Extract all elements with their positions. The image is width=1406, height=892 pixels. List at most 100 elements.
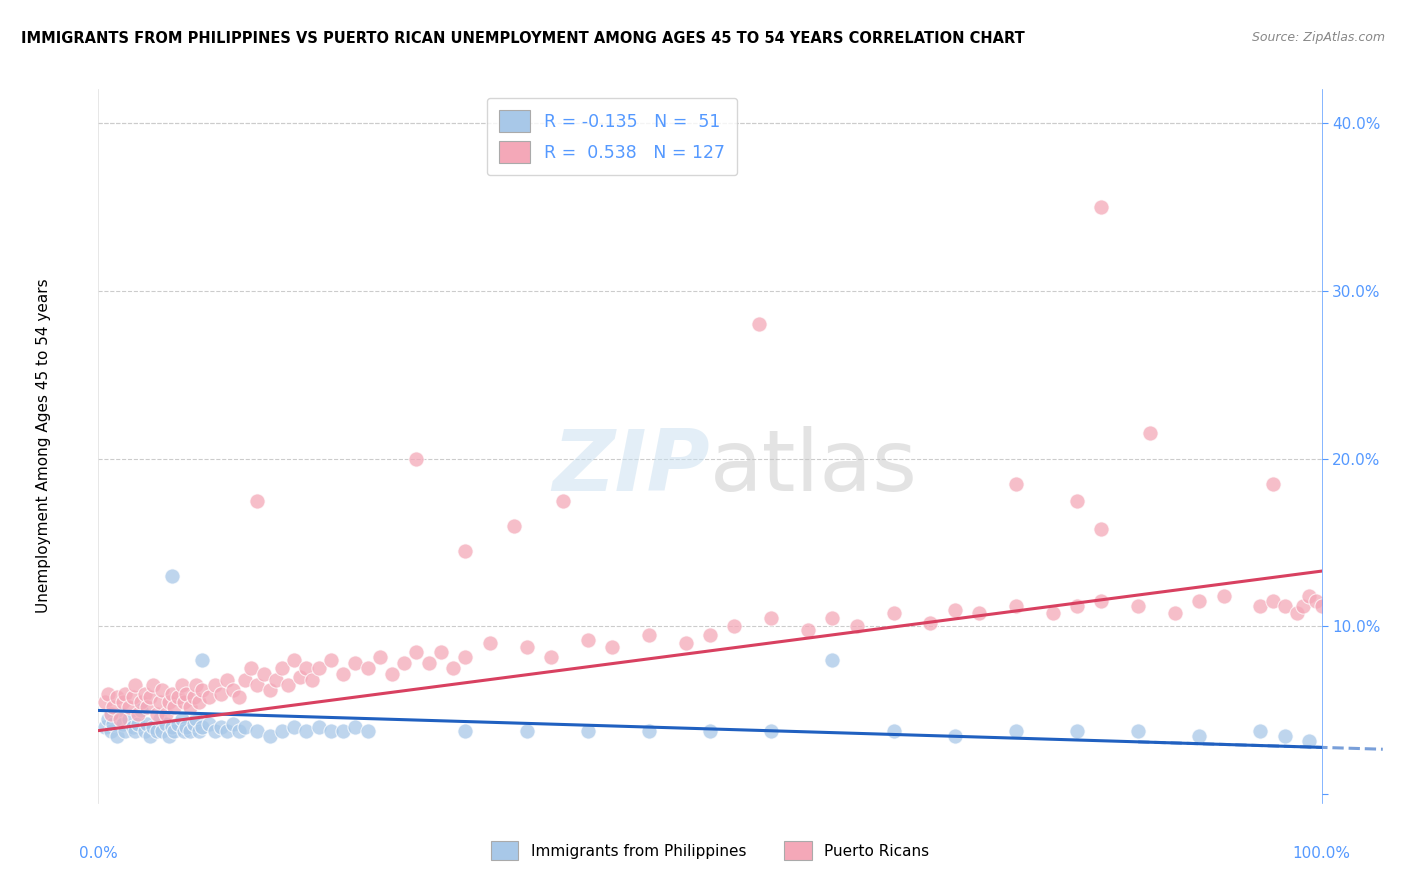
Point <box>233 673 256 688</box>
Point <box>1042 606 1064 620</box>
Point <box>160 569 183 583</box>
Point <box>157 729 180 743</box>
Point <box>100 706 122 721</box>
Point <box>277 678 299 692</box>
Point <box>1066 599 1088 614</box>
Point <box>170 678 193 692</box>
Point <box>111 717 134 731</box>
Point <box>114 687 136 701</box>
Point <box>1004 476 1026 491</box>
Point <box>883 723 905 738</box>
Point <box>204 723 226 738</box>
Point <box>136 717 159 731</box>
Point <box>1139 426 1161 441</box>
Point <box>270 661 294 675</box>
Point <box>134 723 156 738</box>
Text: IMMIGRANTS FROM PHILIPPINES VS PUERTO RICAN UNEMPLOYMENT AMONG AGES 45 TO 54 YEA: IMMIGRANTS FROM PHILIPPINES VS PUERTO RI… <box>21 31 1025 46</box>
Point <box>515 640 537 654</box>
Point <box>1128 723 1150 738</box>
Point <box>121 690 143 704</box>
Point <box>150 723 173 738</box>
Point <box>93 720 115 734</box>
Point <box>179 700 201 714</box>
Point <box>215 673 238 688</box>
Point <box>191 683 214 698</box>
Point <box>228 690 250 704</box>
Point <box>553 493 575 508</box>
Point <box>1310 599 1333 614</box>
Point <box>699 723 721 738</box>
Point <box>146 723 169 738</box>
Point <box>797 623 820 637</box>
Point <box>127 706 149 721</box>
Point <box>761 611 783 625</box>
Point <box>319 723 342 738</box>
Point <box>332 723 354 738</box>
Point <box>97 712 120 726</box>
Point <box>344 720 367 734</box>
Point <box>259 729 281 743</box>
Point <box>418 657 440 671</box>
Point <box>134 687 156 701</box>
Point <box>1305 594 1327 608</box>
Point <box>150 683 173 698</box>
Point <box>576 632 599 647</box>
Point <box>176 687 198 701</box>
Point <box>1090 594 1112 608</box>
Point <box>723 619 745 633</box>
Point <box>160 720 183 734</box>
Text: atlas: atlas <box>710 425 918 509</box>
Text: Unemployment Among Ages 45 to 54 years: Unemployment Among Ages 45 to 54 years <box>37 278 51 614</box>
Point <box>157 695 180 709</box>
Point <box>381 666 404 681</box>
Legend: Immigrants from Philippines, Puerto Ricans: Immigrants from Philippines, Puerto Rica… <box>485 835 935 866</box>
Point <box>233 720 256 734</box>
Point <box>638 723 661 738</box>
Text: 100.0%: 100.0% <box>1292 846 1351 861</box>
Point <box>204 678 226 692</box>
Point <box>430 645 453 659</box>
Point <box>93 695 115 709</box>
Point <box>139 729 162 743</box>
Point <box>124 723 146 738</box>
Point <box>170 712 193 726</box>
Point <box>167 717 190 731</box>
Point <box>1261 476 1284 491</box>
Point <box>283 720 305 734</box>
Point <box>155 706 177 721</box>
Point <box>1188 729 1211 743</box>
Point <box>183 717 205 731</box>
Point <box>186 712 208 726</box>
Point <box>283 653 305 667</box>
Point <box>127 717 149 731</box>
Text: ZIP: ZIP <box>553 425 710 509</box>
Point <box>100 723 122 738</box>
Point <box>197 717 219 731</box>
Point <box>1066 723 1088 738</box>
Point <box>1188 594 1211 608</box>
Point <box>920 616 942 631</box>
Point <box>356 661 378 675</box>
Point <box>699 628 721 642</box>
Point <box>821 653 844 667</box>
Point <box>1128 599 1150 614</box>
Point <box>191 653 214 667</box>
Point <box>118 712 141 726</box>
Point <box>149 695 172 709</box>
Point <box>186 678 208 692</box>
Point <box>228 723 250 738</box>
Point <box>1261 594 1284 608</box>
Point <box>110 706 132 721</box>
Point <box>183 690 205 704</box>
Point <box>1274 599 1296 614</box>
Point <box>344 657 367 671</box>
Point <box>1292 599 1315 614</box>
Point <box>392 657 416 671</box>
Point <box>1090 522 1112 536</box>
Point <box>259 683 281 698</box>
Point <box>105 690 128 704</box>
Point <box>368 649 391 664</box>
Point <box>176 720 198 734</box>
Point <box>187 723 209 738</box>
Text: 0.0%: 0.0% <box>79 846 118 861</box>
